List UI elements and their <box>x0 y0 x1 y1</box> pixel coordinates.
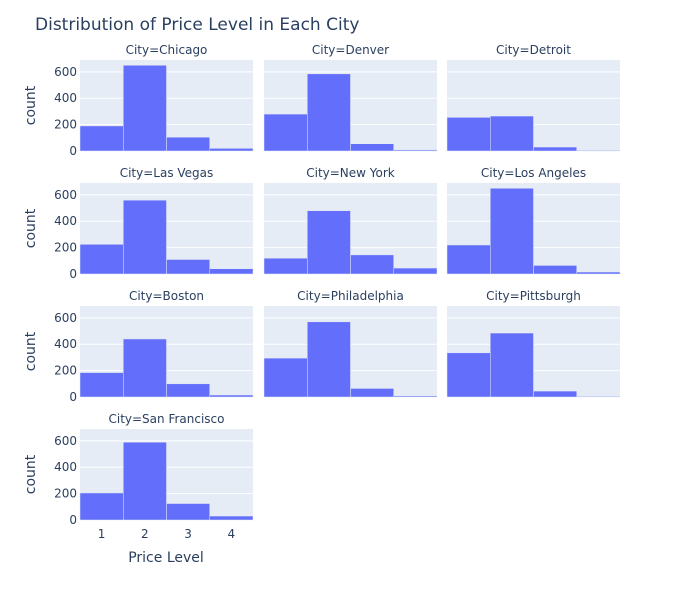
x-tick-label: 3 <box>184 527 192 541</box>
facet-las-vegas: City=Las Vegas 0 200 400 600 count <box>23 166 254 281</box>
bar <box>79 125 124 152</box>
y-tick-label: 600 <box>54 311 77 325</box>
bar <box>393 149 438 152</box>
bar <box>79 244 124 275</box>
y-tick-label: 600 <box>54 188 77 202</box>
facet-title: City=Detroit <box>496 43 571 57</box>
bar <box>533 265 577 275</box>
bar <box>166 259 210 275</box>
bar <box>490 115 534 152</box>
y-tick-label: 200 <box>54 241 77 255</box>
bar <box>209 394 254 398</box>
bar <box>533 146 577 152</box>
chart-title: Distribution of Price Level in Each City <box>35 15 359 35</box>
y-tick-label: 400 <box>54 214 77 228</box>
bar <box>263 113 308 152</box>
bar <box>123 441 167 521</box>
bar <box>393 267 438 275</box>
x-tick-label: 4 <box>228 527 236 541</box>
y-tick-label: 400 <box>54 460 77 474</box>
bar <box>576 150 621 152</box>
bar <box>446 117 491 152</box>
bar <box>209 268 254 275</box>
facet-detroit: City=Detroit <box>446 43 621 152</box>
facet-title: City=Philadelphia <box>297 289 404 303</box>
bar <box>576 396 621 398</box>
bar <box>123 338 167 398</box>
bar <box>446 352 491 398</box>
facet-title: City=Boston <box>129 289 204 303</box>
y-axis-title: count <box>23 85 39 125</box>
bar <box>166 136 210 152</box>
facet-los-angeles: City=Los Angeles <box>446 166 621 275</box>
x-axis-title: Price Level <box>128 550 204 566</box>
facet-chicago: City=Chicago 0 200 400 600 count <box>23 43 254 158</box>
y-axis-title: count <box>23 454 39 494</box>
bar <box>307 73 351 152</box>
facet-title: City=Los Angeles <box>481 166 586 180</box>
facet-title: City=Pittsburgh <box>486 289 581 303</box>
bar <box>533 390 577 398</box>
y-tick-label: 0 <box>69 390 77 404</box>
y-tick-label: 600 <box>54 434 77 448</box>
bar <box>79 372 124 398</box>
bar <box>307 210 351 275</box>
bar <box>446 244 491 275</box>
bar <box>263 257 308 275</box>
y-axis-title: count <box>23 331 39 371</box>
facet-title: City=New York <box>306 166 395 180</box>
bar <box>79 492 124 521</box>
facet-san-francisco: City=San Francisco 0 200 400 600 count 1 2 3 4 <box>23 412 254 541</box>
facet-philadelphia: City=Philadelphia <box>263 289 438 398</box>
facet-title: City=San Francisco <box>108 412 224 426</box>
y-tick-label: 0 <box>69 513 77 527</box>
bar <box>166 503 210 521</box>
bar <box>350 143 394 152</box>
bar <box>307 321 351 398</box>
bar <box>209 148 254 152</box>
facet-title: City=Denver <box>312 43 389 57</box>
y-tick-label: 400 <box>54 337 77 351</box>
bar <box>490 188 534 275</box>
x-tick-label: 1 <box>98 527 106 541</box>
y-axis-title: count <box>23 208 39 248</box>
bar <box>576 271 621 275</box>
bar <box>123 199 167 275</box>
bar <box>123 65 167 152</box>
y-tick-label: 600 <box>54 65 77 79</box>
bar <box>350 254 394 275</box>
facet-pittsburgh: City=Pittsburgh <box>446 289 621 398</box>
y-tick-label: 200 <box>54 487 77 501</box>
x-tick-label: 2 <box>141 527 149 541</box>
facet-title: City=Las Vegas <box>120 166 214 180</box>
facet-denver: City=Denver <box>263 43 438 152</box>
facet-title: City=Chicago <box>126 43 208 57</box>
bar <box>393 395 438 398</box>
bar <box>209 515 254 521</box>
y-tick-label: 400 <box>54 91 77 105</box>
bar <box>166 383 210 398</box>
y-tick-label: 200 <box>54 118 77 132</box>
bar <box>263 357 308 398</box>
facet-boston: City=Boston 0 200 400 600 count <box>23 289 254 404</box>
bar <box>350 388 394 398</box>
y-tick-label: 200 <box>54 364 77 378</box>
facet-new-york: City=New York <box>263 166 438 275</box>
y-tick-label: 0 <box>69 267 77 281</box>
y-tick-label: 0 <box>69 144 77 158</box>
bar <box>490 332 534 398</box>
